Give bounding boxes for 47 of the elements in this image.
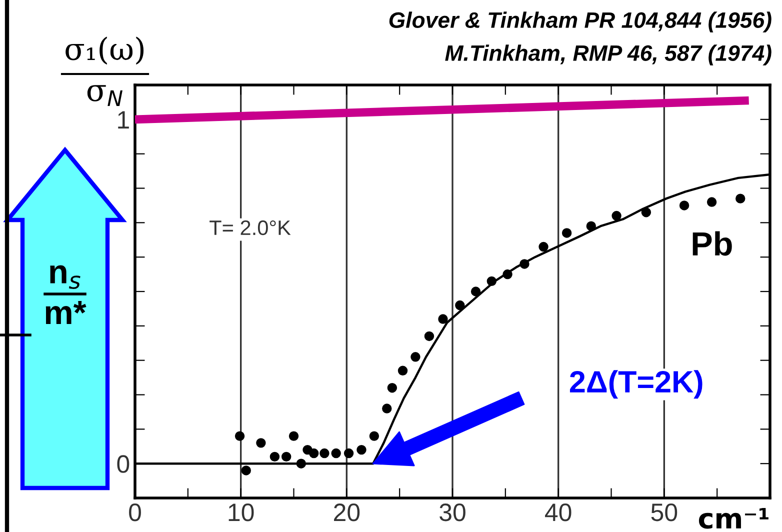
y-axis-title: σ₁(ω) σ$_{N}$ [66,36,144,106]
annotation: T= 2.0°K [210,220,291,236]
point [706,197,717,207]
point [234,431,245,441]
point [382,404,392,414]
point [256,438,266,448]
x-tick-label: 10 [228,504,254,522]
annotation: Pb [692,231,732,256]
point [241,466,251,476]
point [308,448,319,458]
point [438,314,448,324]
point [281,452,292,462]
point [641,207,652,218]
point [387,383,398,393]
text: Glover & Tinkham PR 104,844 (1956) [389,12,772,32]
point [470,286,481,296]
point [331,448,341,458]
point [679,200,690,210]
annotation: 2Δ(T=2K) [570,370,702,399]
point [296,458,306,468]
text: n$_{s}$ m* [46,265,86,324]
x-tick-label: 30 [440,504,466,522]
point [736,194,746,204]
point [410,352,420,362]
x-tick-label: 40 [545,504,572,522]
point [288,431,299,441]
x-tick-label: 0 [129,504,141,522]
point [455,300,465,310]
x-axis-title: cm⁻¹ [698,508,768,529]
point [369,431,380,441]
point [612,210,622,221]
point [486,276,497,286]
point [424,331,434,342]
point [586,221,596,231]
x-tick-label: 50 [651,504,678,522]
point [502,269,512,280]
point [538,242,548,252]
x-tick-label: 20 [334,504,360,522]
point [398,366,408,376]
point [520,259,530,269]
point [344,448,354,458]
point [562,228,572,238]
point [270,452,280,462]
point [320,448,330,458]
point [356,444,366,455]
y-tick-label: 1 [118,111,129,128]
text: M.Tinkham, RMP 46, 587 (1974) [445,44,772,66]
